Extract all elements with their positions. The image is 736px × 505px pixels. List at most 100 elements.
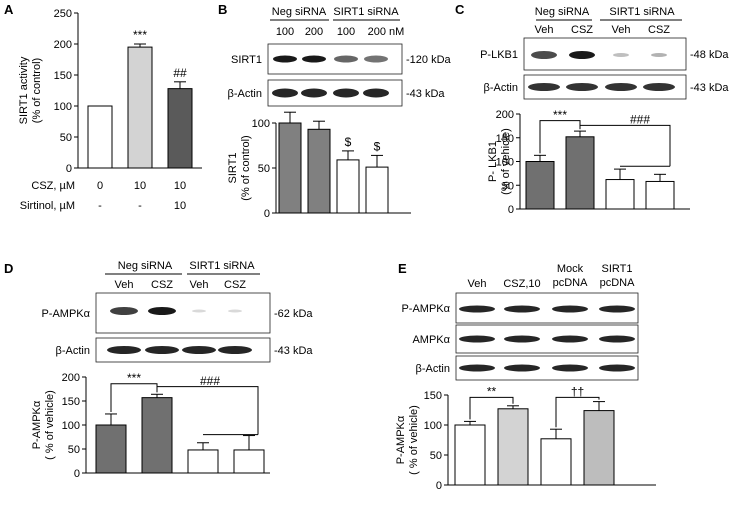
panel-c-blot-label: β-Actin <box>484 82 518 94</box>
panel-c-lane-label: Veh <box>612 24 631 36</box>
panel-a-row-label: CSZ, µM <box>31 180 75 192</box>
panel-d-band <box>182 346 216 354</box>
panel-d-lane-label: CSZ <box>151 279 173 291</box>
panel-e-bracket <box>469 396 514 420</box>
panel-a-row-value: 10 <box>174 200 186 212</box>
panel-label-e: E <box>398 261 407 276</box>
panel-c-bracket <box>539 120 581 154</box>
panel-label-b: B <box>218 2 227 17</box>
panel-e-band <box>552 305 588 313</box>
panel-b-y-tick-label: 100 <box>252 118 270 130</box>
panel-c-y-tick-label: 100 <box>496 157 514 169</box>
panel-a-bar <box>167 88 193 169</box>
panel-a-y-tick-label: 50 <box>60 132 72 144</box>
panel-b-band <box>273 55 297 63</box>
panel-d-y-label: P-AMPKα <box>31 400 43 449</box>
panel-label-c: C <box>455 2 465 17</box>
panel-d-kda: -43 kDa <box>274 345 313 357</box>
panel-e-band <box>504 364 540 372</box>
panel-d-band <box>110 307 138 315</box>
panel-b-bar <box>336 159 360 214</box>
panel-a-y-tick-label: 100 <box>54 101 72 113</box>
panel-a-row-value: 0 <box>97 180 103 192</box>
panel-c-lane-label: Veh <box>535 24 554 36</box>
panel-c-band <box>643 83 675 91</box>
panel-d-lane-label: Veh <box>115 279 134 291</box>
panel-d-lane-label: Veh <box>190 279 209 291</box>
panel-c-blot-label: P-LKB1 <box>480 49 518 61</box>
panel-c-y-tick-label: 0 <box>508 204 514 216</box>
panel-a-significance: ## <box>173 66 187 80</box>
panel-d-y-tick-label: 50 <box>68 444 80 456</box>
panel-b-kda: -43 kDa <box>406 88 445 100</box>
panel-d-lane-label: CSZ <box>224 279 246 291</box>
panel-a-row-value: - <box>138 200 142 212</box>
panel-b-blot-label: β-Actin <box>228 88 262 100</box>
panel-e-blot-label: AMPKα <box>412 334 450 346</box>
panel-d-y-tick-label: 0 <box>74 468 80 480</box>
panel-b-y-tick-label: 50 <box>258 163 270 175</box>
panel-b-bar <box>365 166 389 214</box>
panel-d-band <box>107 346 141 354</box>
panel-a-row-value: - <box>98 200 102 212</box>
panel-e-bracket <box>555 396 600 428</box>
panel-d-group-label: SIRT1 siRNA <box>189 260 255 272</box>
panel-b-blot-label: SIRT1 <box>231 54 262 66</box>
panel-c-y-tick-label: 200 <box>496 109 514 121</box>
panel-d-bar <box>95 424 127 474</box>
panel-c-band <box>569 51 595 59</box>
panel-c-bar <box>645 180 675 210</box>
panel-b-band <box>334 55 358 63</box>
panel-d-bracket <box>156 386 259 435</box>
panel-e-significance: †† <box>571 385 584 399</box>
panel-e-bar <box>497 408 529 486</box>
panel-label-a: A <box>4 2 14 17</box>
panel-d-band <box>148 307 176 315</box>
panel-e-y-tick-label: 0 <box>436 480 442 492</box>
panel-d-y-tick-label: 100 <box>62 420 80 432</box>
panel-c-kda: -43 kDa <box>690 82 729 94</box>
panel-e-band <box>504 335 540 343</box>
panel-b-band <box>272 88 298 98</box>
panel-e-band <box>459 335 495 343</box>
panel-e-band <box>504 305 540 313</box>
panel-e-bar <box>583 410 615 486</box>
panel-e-blot-label: β-Actin <box>416 363 450 375</box>
panel-b-band <box>364 55 388 63</box>
panel-c-significance: ### <box>630 113 650 127</box>
panel-e-band <box>599 305 635 313</box>
panel-a-y-tick-label: 250 <box>54 8 72 20</box>
panel-c-band <box>651 53 667 57</box>
panel-b-y-label: (% of control) <box>240 135 252 200</box>
panel-e-lane-label: pcDNA <box>600 277 636 289</box>
panel-e-y-label: P-AMPKα <box>395 415 407 464</box>
panel-b-y-tick-label: 0 <box>264 208 270 220</box>
panel-e-lane-label: pcDNA <box>553 277 589 289</box>
panel-e-lane-label: Veh <box>468 278 487 290</box>
panel-b-bar <box>278 122 302 214</box>
panel-d-y-tick-label: 200 <box>62 372 80 384</box>
panel-e-band <box>552 335 588 343</box>
panel-b-bar <box>307 128 331 214</box>
panel-b-band <box>363 88 389 98</box>
panel-c-bar <box>565 136 595 210</box>
panel-a-y-tick-label: 0 <box>66 163 72 175</box>
panel-e-y-tick-label: 50 <box>430 450 442 462</box>
panel-b-band <box>302 55 326 63</box>
panel-c-group-label: SIRT1 siRNA <box>609 6 675 18</box>
panel-c-y-label: (% of vehicle) <box>500 128 512 195</box>
panel-e-band <box>599 364 635 372</box>
panel-c-band <box>528 83 560 91</box>
panel-e-significance: ** <box>487 385 497 399</box>
panel-b-y-label: SIRT1 <box>227 153 239 184</box>
panel-a-bar <box>127 46 153 169</box>
panel-a-y-label: SIRT1 activity <box>18 56 30 124</box>
panel-b-significance: $ <box>345 135 352 149</box>
panel-b-band <box>301 88 327 98</box>
panel-a-row-value: 10 <box>134 180 146 192</box>
panel-d-bar <box>233 449 265 474</box>
panel-d-blot-label: P-AMPKα <box>41 308 90 320</box>
panel-b-significance: $ <box>374 139 381 153</box>
panel-b-band <box>333 88 359 98</box>
